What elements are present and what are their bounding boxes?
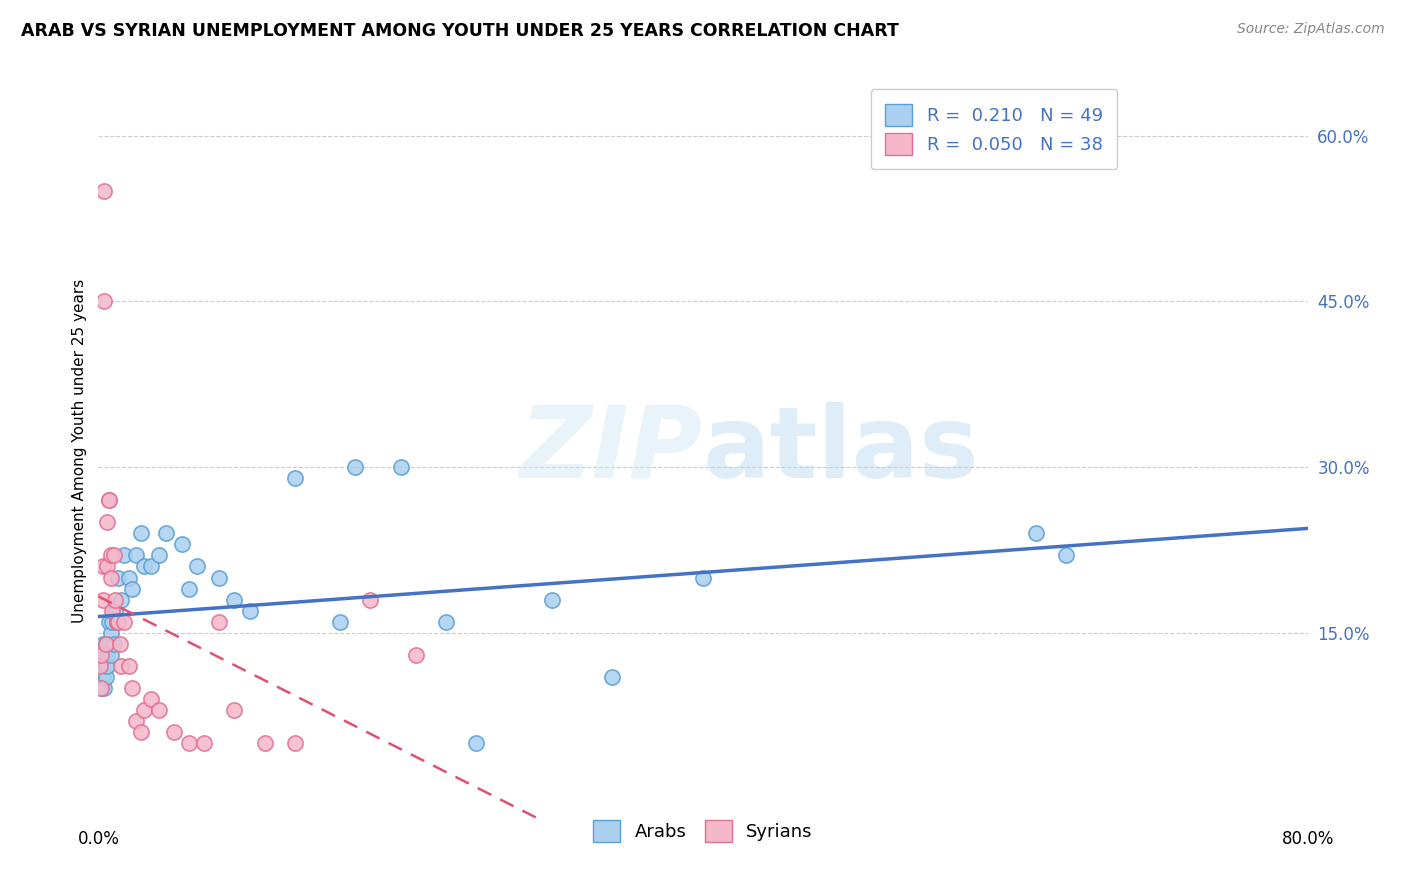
Point bbox=[91, 592, 114, 607]
Point bbox=[101, 615, 124, 629]
Point bbox=[179, 582, 201, 596]
Point bbox=[125, 549, 148, 563]
Point bbox=[98, 615, 121, 629]
Point bbox=[93, 294, 115, 309]
Point bbox=[112, 549, 135, 563]
Point bbox=[93, 648, 115, 662]
Point bbox=[132, 703, 155, 717]
Point bbox=[253, 736, 276, 750]
Point bbox=[112, 615, 135, 629]
Point bbox=[284, 471, 307, 485]
Point bbox=[90, 681, 112, 695]
Point bbox=[105, 615, 128, 629]
Point bbox=[434, 615, 457, 629]
Point bbox=[224, 592, 246, 607]
Point bbox=[96, 648, 118, 662]
Point bbox=[465, 736, 488, 750]
Point bbox=[193, 736, 215, 750]
Point bbox=[104, 604, 127, 618]
Point bbox=[93, 681, 115, 695]
Point bbox=[108, 637, 131, 651]
Point bbox=[132, 559, 155, 574]
Point bbox=[118, 659, 141, 673]
Point bbox=[93, 184, 115, 198]
Point bbox=[104, 592, 127, 607]
Point bbox=[129, 526, 152, 541]
Point bbox=[540, 592, 562, 607]
Point bbox=[360, 592, 382, 607]
Point bbox=[96, 516, 118, 530]
Y-axis label: Unemployment Among Youth under 25 years: Unemployment Among Youth under 25 years bbox=[72, 278, 87, 623]
Point bbox=[105, 615, 128, 629]
Point bbox=[98, 493, 121, 508]
Point bbox=[89, 659, 111, 673]
Point bbox=[101, 604, 124, 618]
Point bbox=[141, 692, 163, 706]
Point bbox=[96, 659, 118, 673]
Point bbox=[103, 637, 125, 651]
Point bbox=[405, 648, 427, 662]
Point bbox=[110, 592, 132, 607]
Point bbox=[344, 460, 367, 475]
Point bbox=[208, 615, 231, 629]
Point bbox=[94, 659, 117, 673]
Point bbox=[91, 659, 114, 673]
Point bbox=[94, 637, 117, 651]
Point bbox=[1054, 549, 1077, 563]
Point bbox=[155, 526, 177, 541]
Point bbox=[141, 559, 163, 574]
Point bbox=[107, 615, 129, 629]
Point bbox=[100, 625, 122, 640]
Point bbox=[163, 725, 186, 739]
Point bbox=[121, 582, 143, 596]
Point bbox=[100, 648, 122, 662]
Point bbox=[602, 670, 624, 684]
Point bbox=[103, 549, 125, 563]
Point bbox=[94, 670, 117, 684]
Point bbox=[148, 549, 170, 563]
Point bbox=[90, 648, 112, 662]
Point bbox=[107, 570, 129, 584]
Point bbox=[129, 725, 152, 739]
Text: ZIP: ZIP bbox=[520, 402, 703, 499]
Text: atlas: atlas bbox=[703, 402, 980, 499]
Point bbox=[100, 570, 122, 584]
Point bbox=[96, 559, 118, 574]
Point bbox=[186, 559, 208, 574]
Point bbox=[692, 570, 714, 584]
Point bbox=[121, 681, 143, 695]
Point bbox=[179, 736, 201, 750]
Point bbox=[98, 637, 121, 651]
Text: ARAB VS SYRIAN UNEMPLOYMENT AMONG YOUTH UNDER 25 YEARS CORRELATION CHART: ARAB VS SYRIAN UNEMPLOYMENT AMONG YOUTH … bbox=[21, 22, 898, 40]
Point bbox=[284, 736, 307, 750]
Point bbox=[100, 549, 122, 563]
Point bbox=[208, 570, 231, 584]
Point bbox=[125, 714, 148, 729]
Point bbox=[91, 670, 114, 684]
Point bbox=[94, 637, 117, 651]
Point bbox=[98, 493, 121, 508]
Point bbox=[118, 570, 141, 584]
Point bbox=[239, 604, 262, 618]
Point bbox=[170, 537, 193, 551]
Point bbox=[91, 637, 114, 651]
Point bbox=[1024, 526, 1046, 541]
Point bbox=[110, 659, 132, 673]
Point bbox=[90, 681, 112, 695]
Point bbox=[148, 703, 170, 717]
Point bbox=[89, 659, 111, 673]
Legend: Arabs, Syrians: Arabs, Syrians bbox=[579, 805, 827, 856]
Point bbox=[329, 615, 352, 629]
Point bbox=[90, 648, 112, 662]
Point bbox=[224, 703, 246, 717]
Text: Source: ZipAtlas.com: Source: ZipAtlas.com bbox=[1237, 22, 1385, 37]
Point bbox=[389, 460, 412, 475]
Point bbox=[91, 559, 114, 574]
